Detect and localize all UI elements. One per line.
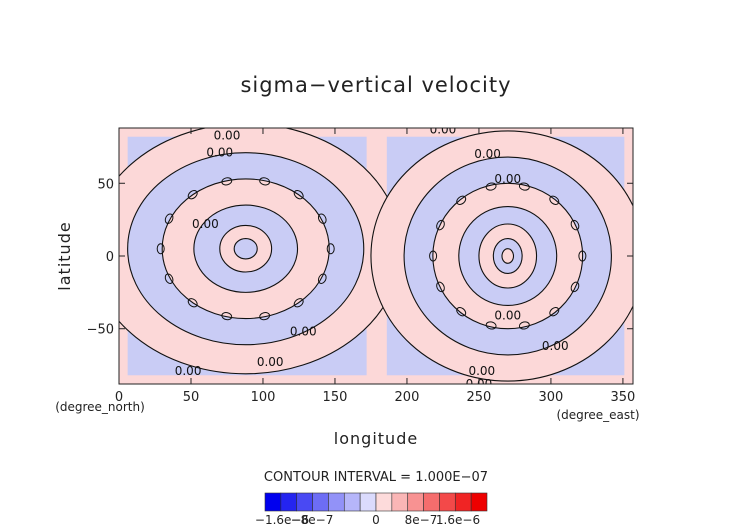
colorbar-swatch bbox=[439, 492, 456, 512]
contour-island bbox=[549, 195, 560, 205]
contour-label: 0.00 bbox=[474, 147, 501, 161]
colorbar-tick-label: 0 bbox=[372, 513, 380, 527]
colorbar-swatch bbox=[328, 492, 345, 512]
colorbar-swatch bbox=[470, 492, 488, 512]
contour-interval-text: CONTOUR INTERVAL = 1.000E−07 bbox=[264, 470, 488, 485]
contour-island bbox=[293, 298, 304, 308]
x-axis-label: longitude bbox=[334, 429, 418, 448]
contour-island bbox=[259, 312, 271, 321]
contour-island bbox=[221, 312, 233, 321]
contour-island bbox=[221, 177, 233, 186]
colorbar-swatch bbox=[343, 492, 361, 512]
x-tick-label: 50 bbox=[183, 390, 200, 405]
contour-island bbox=[570, 219, 580, 231]
contour-island bbox=[317, 273, 327, 284]
contour-label: 0.00 bbox=[175, 364, 202, 378]
x-tick-label: 150 bbox=[323, 390, 348, 405]
contour-island bbox=[456, 307, 467, 317]
contour-ring bbox=[501, 248, 515, 264]
contour-island bbox=[164, 273, 174, 284]
colorbar-tick-label: −8e−7 bbox=[291, 513, 334, 527]
contour-island bbox=[326, 243, 335, 255]
contour-label: 0.00 bbox=[494, 309, 521, 323]
contour-island bbox=[187, 190, 198, 200]
contour-label: 0.00 bbox=[290, 325, 317, 339]
colorbar-tick-label: 8e−7 bbox=[405, 513, 438, 527]
contour-island bbox=[485, 321, 497, 330]
contour-label: 0.00 bbox=[214, 128, 241, 142]
colorbar-swatch bbox=[454, 492, 472, 512]
y-axis: 50 0 −50 bbox=[87, 177, 633, 338]
contour-ring bbox=[233, 237, 258, 260]
x-tick-label: 350 bbox=[611, 390, 636, 405]
colorbar-swatch bbox=[407, 492, 424, 512]
contour-island bbox=[429, 250, 438, 262]
contour-label: 0.00 bbox=[257, 355, 284, 369]
contour-island bbox=[156, 243, 165, 255]
x-unit-label: (degree_east) bbox=[556, 408, 639, 422]
x-tick-label: 250 bbox=[467, 390, 492, 405]
colorbar-tick-label: −1.6e−6 bbox=[255, 513, 309, 527]
contour-island bbox=[436, 281, 445, 293]
contour-island bbox=[317, 213, 327, 224]
contour-island bbox=[164, 213, 174, 224]
colorbar-swatch bbox=[280, 492, 298, 512]
contour-label: 0.00 bbox=[206, 146, 233, 160]
y-tick-label: 0 bbox=[106, 250, 114, 265]
chart-title: sigma−vertical velocity bbox=[240, 73, 511, 97]
contour-island bbox=[293, 190, 304, 200]
y-axis-label: latitude bbox=[55, 221, 74, 290]
x-tick-label: 100 bbox=[251, 390, 276, 405]
colorbar-tick-labels: −1.6e−6−8e−7 0 8e−71.6e−6 bbox=[255, 513, 480, 527]
x-tick-label: 200 bbox=[395, 390, 420, 405]
y-tick-label: 50 bbox=[97, 177, 114, 192]
contour-island bbox=[549, 307, 560, 317]
colorbar bbox=[264, 492, 488, 512]
contour-island bbox=[436, 219, 445, 231]
colorbar-swatch bbox=[359, 492, 377, 512]
colorbar-swatch bbox=[296, 492, 313, 512]
colorbar-tick-label: 1.6e−6 bbox=[436, 513, 480, 527]
contour-label: 0.00 bbox=[468, 364, 495, 378]
contour-label: 0.00 bbox=[494, 172, 521, 186]
y-tick-label: −50 bbox=[87, 323, 114, 338]
contour-island bbox=[570, 281, 580, 293]
contour-island bbox=[578, 250, 587, 262]
colorbar-swatch bbox=[264, 492, 282, 512]
contour-island bbox=[485, 182, 497, 191]
colorbar-swatch bbox=[391, 492, 409, 512]
y-unit-label: (degree_north) bbox=[55, 400, 145, 414]
contour-field: 0.00 0.00 0.00 0.00 0.00 0.00 0.00 0.00 0.00 0.00… bbox=[119, 122, 633, 384]
x-tick-label: 300 bbox=[539, 390, 564, 405]
contour-label: 0.00 bbox=[192, 217, 219, 231]
contour-island bbox=[518, 321, 530, 330]
colorbar-swatch bbox=[375, 492, 393, 512]
contour-island bbox=[456, 195, 467, 205]
x-axis: 0 50 100 150 200 250 300 350 bbox=[115, 128, 635, 405]
x-tick-label: 0 bbox=[115, 390, 123, 405]
colorbar-swatch bbox=[423, 492, 440, 512]
contour-island bbox=[259, 177, 271, 186]
contour-island bbox=[518, 182, 530, 191]
contour-label: 0.00 bbox=[542, 339, 569, 353]
contour-island bbox=[187, 298, 198, 308]
colorbar-swatch bbox=[312, 492, 329, 512]
contour-label: 0.00 bbox=[430, 122, 457, 136]
